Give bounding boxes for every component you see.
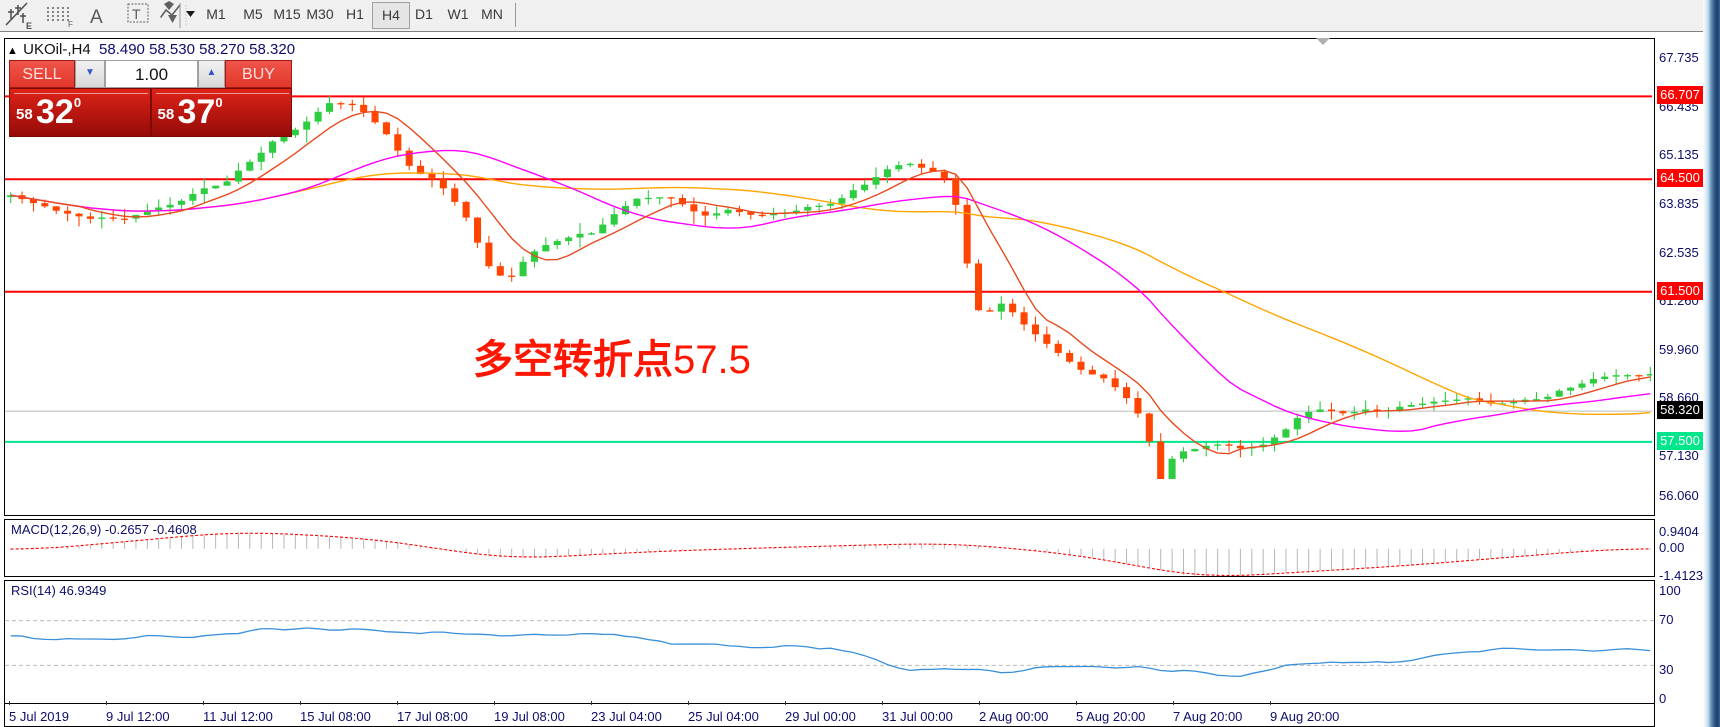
svg-text:多空转折点57.5: 多空转折点57.5 (473, 338, 751, 382)
